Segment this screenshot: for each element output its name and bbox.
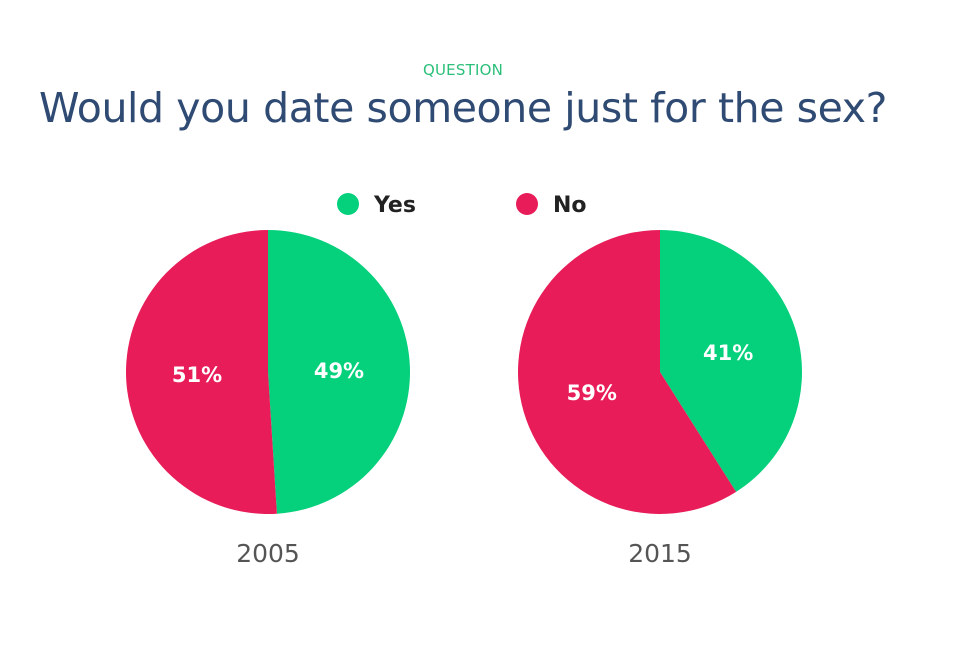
slice-no-2005	[125, 230, 277, 515]
data-label-yes-2015: 41%	[703, 341, 753, 365]
legend-item-no: No	[516, 193, 587, 218]
data-label-no-2005: 51%	[172, 363, 222, 387]
pie-2005: 49% 51% 2005	[125, 230, 410, 568]
legend-label-yes: Yes	[373, 193, 416, 218]
legend-item-yes: Yes	[337, 193, 416, 218]
data-label-yes-2005: 49%	[314, 359, 364, 383]
slice-yes-2005	[268, 230, 410, 514]
slice-yes-2015	[660, 230, 802, 492]
page-title: Would you date someone just for the sex?	[39, 84, 887, 132]
year-label-2015: 2015	[628, 539, 692, 568]
legend-swatch-no	[516, 193, 538, 215]
data-label-no-2015: 59%	[567, 381, 617, 405]
pie-2015: 41% 59% 2015	[517, 230, 802, 568]
legend-swatch-yes	[337, 193, 359, 215]
year-label-2005: 2005	[236, 539, 300, 568]
slice-no-2015	[517, 230, 737, 514]
question-eyebrow: QUESTION	[423, 61, 503, 79]
legend-label-no: No	[553, 193, 587, 218]
